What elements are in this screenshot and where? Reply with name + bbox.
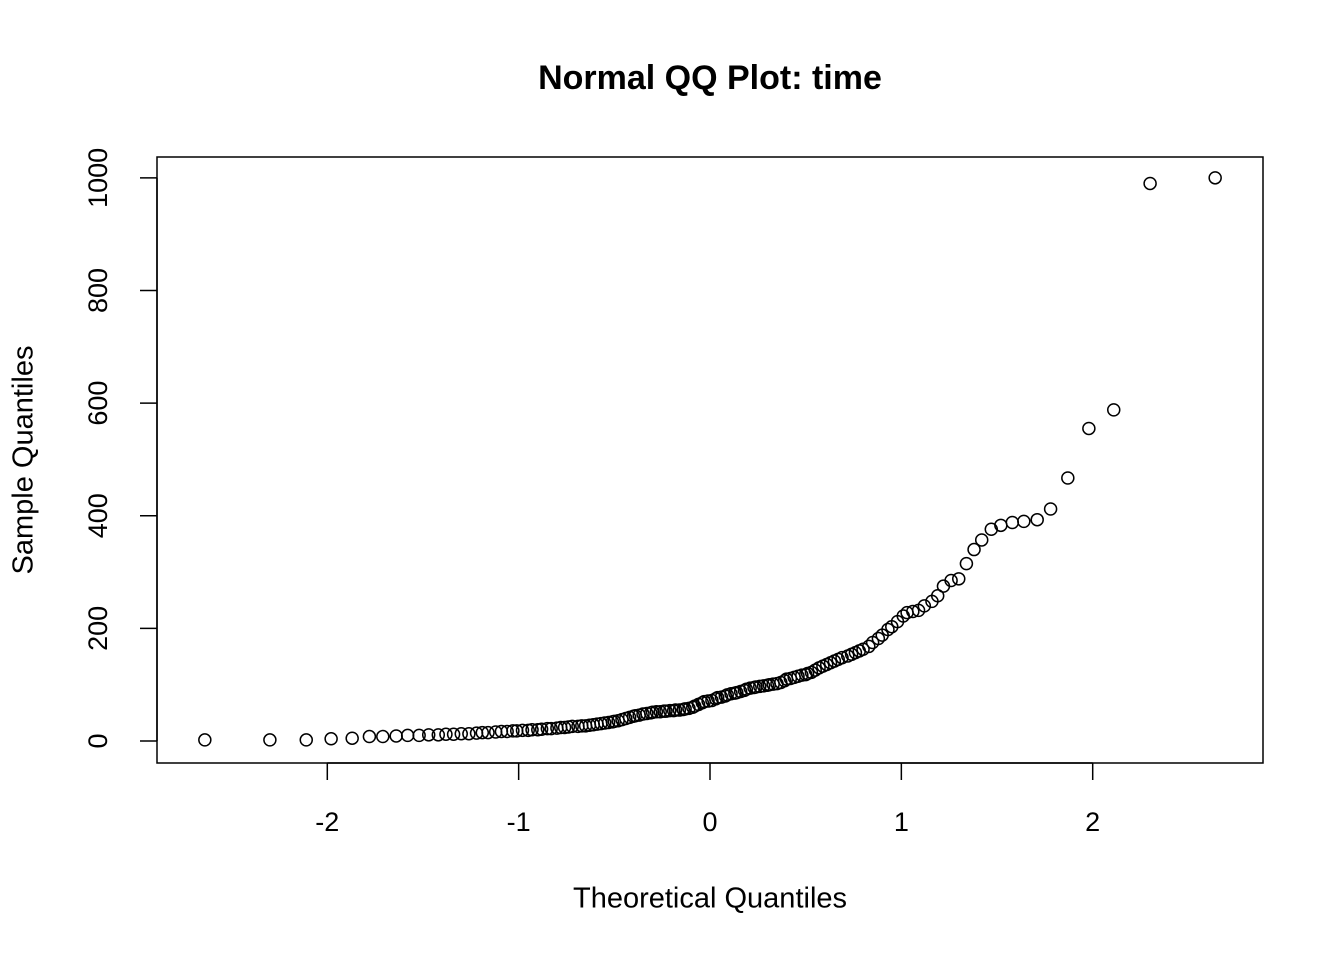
point [952,572,966,586]
point [708,692,723,706]
point [1082,421,1096,436]
point [1061,471,1075,485]
y-tick-label: 1000 [83,148,113,208]
point [1005,515,1020,530]
x-tick-label: -2 [315,807,339,837]
point [835,650,849,665]
point [974,533,989,547]
point [362,729,377,744]
point [1043,502,1058,516]
chart-title: Normal QQ Plot: time [538,59,882,97]
point [871,631,886,646]
point [663,703,677,718]
point [1106,403,1121,417]
point [1017,514,1031,529]
point [376,729,390,744]
point [906,604,920,619]
point [777,674,792,688]
point [565,719,579,734]
point [412,728,426,743]
point [446,727,461,742]
point [695,695,710,710]
point [454,726,468,741]
point [930,588,945,603]
plot-frame [156,156,1264,764]
point [324,732,338,746]
point [944,573,958,588]
y-tick-label: 400 [83,493,113,538]
x-tick-label: 2 [1085,807,1100,837]
point [525,723,539,737]
point [862,639,876,654]
x-tick-label: 1 [894,807,909,837]
point [263,733,277,747]
point [1030,512,1044,527]
point [481,725,495,740]
point [506,724,520,738]
point [299,733,314,747]
point [544,721,558,736]
point [668,703,683,717]
point [400,728,415,743]
point [431,728,446,742]
point [540,721,555,736]
point [1208,171,1222,185]
point [421,728,436,742]
point [462,726,476,741]
point [881,622,895,637]
point [389,729,403,743]
point [345,731,359,745]
point [475,725,490,740]
x-tick-label: 0 [702,807,717,837]
point [515,723,530,738]
point [500,724,514,739]
point [198,733,212,747]
point [1143,176,1157,191]
point [534,722,549,736]
y-tick-label: 600 [83,381,113,426]
point [439,727,453,742]
y-tick-label: 0 [83,734,113,749]
point [917,599,932,613]
point [649,704,664,719]
x-tick-label: -1 [507,807,531,837]
y-tick-label: 200 [83,606,113,651]
x-axis-title: Theoretical Quantiles [573,883,847,915]
point [967,542,981,557]
y-axis-title: Sample Quantiles [8,346,40,575]
y-tick-label: 800 [83,268,113,313]
point [959,556,974,571]
